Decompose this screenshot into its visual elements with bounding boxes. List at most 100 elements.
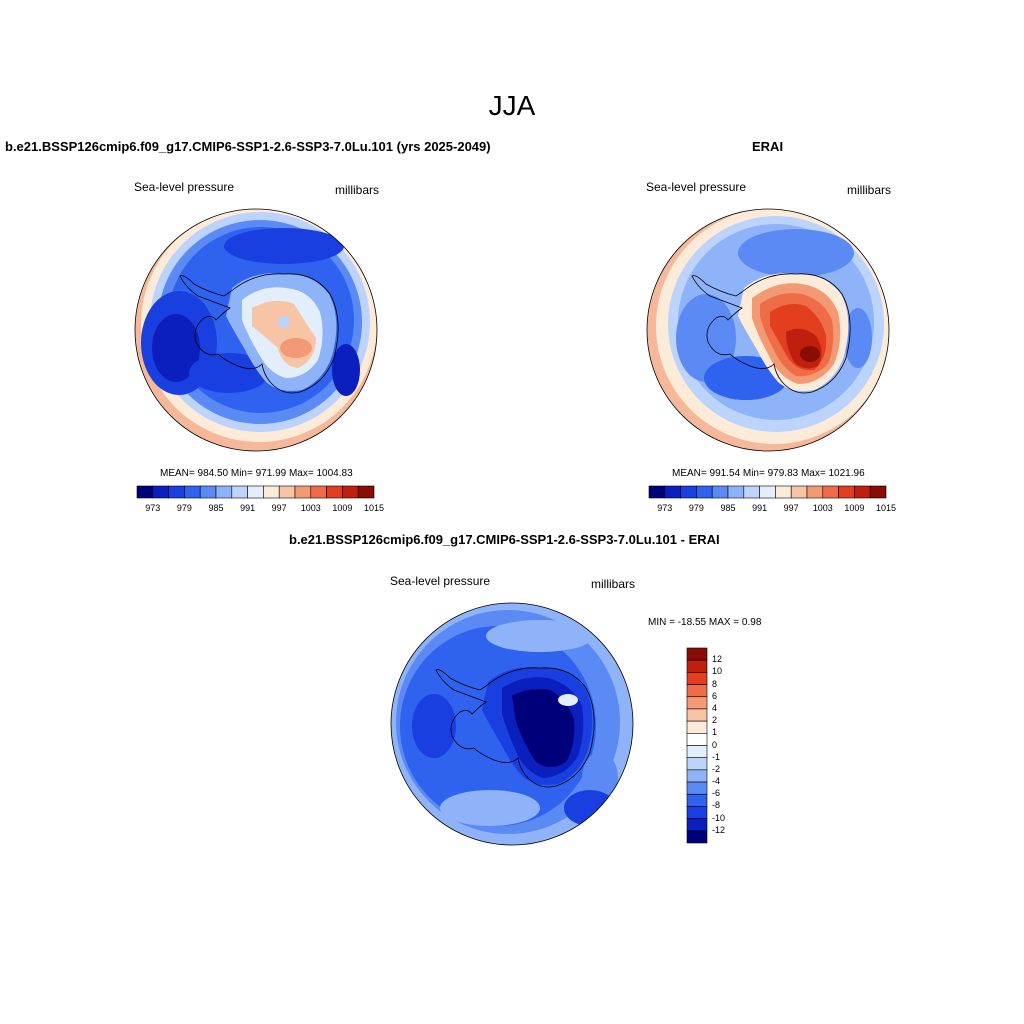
panel3-colorbar-tick-label: 0 bbox=[712, 739, 718, 750]
panel1-coastline bbox=[179, 273, 339, 394]
panel1-title: b.e21.BSSP126cmip6.f09_g17.CMIP6-SSP1-2.… bbox=[5, 139, 491, 154]
panel3-colorbar-tick-label: -2 bbox=[712, 763, 721, 774]
panel3-colorbar-swatch bbox=[686, 830, 708, 844]
panel1-colorbar-swatch bbox=[247, 485, 264, 499]
panel1-colorbar-tick-label: 1015 bbox=[363, 503, 385, 513]
panel1-units-label: millibars bbox=[335, 183, 380, 197]
panel1-stats: MEAN= 984.50 Min= 971.99 Max= 1004.83 bbox=[160, 468, 353, 479]
panel2-colorbar-labels: 973 979 985 991 997 1003 1009 1015 bbox=[649, 503, 896, 515]
panel2-colorbar-tick-label: 991 bbox=[752, 503, 768, 513]
panel3-colorbar-swatch bbox=[686, 647, 708, 661]
panel1-colorbar-swatch bbox=[231, 485, 248, 499]
panel2-colorbar-tick-label: 1003 bbox=[812, 503, 833, 513]
panel1-colorbar-swatch bbox=[357, 485, 375, 499]
panel1-colorbar-tick-label: 979 bbox=[176, 503, 192, 513]
panel2-low-north bbox=[738, 229, 854, 277]
panel2-colorbar-swatch bbox=[822, 485, 839, 499]
panel2-colorbar-swatch bbox=[680, 485, 697, 499]
panel3-colorbar-tick-label: 6 bbox=[712, 690, 718, 701]
panel2-colorbar bbox=[648, 485, 887, 499]
panel1-variable-label: Sea-level pressure bbox=[134, 180, 235, 194]
panel2-colorbar-swatch bbox=[869, 485, 887, 499]
panel2-colorbar-swatch bbox=[854, 485, 871, 499]
panel2-low-west bbox=[676, 294, 736, 382]
panel3-colorbar-swatch bbox=[686, 781, 708, 795]
panel3-colorbar-tick-label: 1 bbox=[712, 727, 718, 738]
panel3-colorbar-swatch bbox=[686, 818, 708, 832]
panel2-colorbar-tick-label: 979 bbox=[688, 503, 704, 513]
panel3-colorbar bbox=[686, 647, 708, 844]
panel1-colorbar-swatch bbox=[215, 485, 233, 499]
panel1-colorbar-tick-label: 1003 bbox=[300, 503, 321, 513]
panel2-colorbar-swatch bbox=[838, 485, 855, 499]
panel2-colorbar-swatch bbox=[806, 485, 824, 499]
panel3-dark-west bbox=[412, 694, 456, 758]
panel2-variable-label: Sea-level pressure bbox=[646, 180, 747, 194]
panel1-colorbar-swatch bbox=[342, 485, 359, 499]
panel1-low-north bbox=[224, 228, 344, 264]
panel2-title: ERAI bbox=[752, 139, 784, 154]
panel3-colorbar-swatch bbox=[686, 708, 708, 722]
panel2-stats: MEAN= 991.54 Min= 979.83 Max= 1021.96 bbox=[672, 468, 865, 479]
panel3-light-south bbox=[440, 790, 540, 826]
panel3-units-label: millibars bbox=[591, 577, 636, 591]
panel3-colorbar-swatch bbox=[686, 806, 708, 819]
panel1-colorbar-swatch bbox=[263, 485, 280, 499]
panel3-colorbar-swatch bbox=[686, 659, 708, 673]
panel3-colorbar-tick-label: 10 bbox=[712, 666, 723, 677]
panel2-colorbar-tick-label: 973 bbox=[657, 503, 673, 513]
panel2-colorbar-swatch bbox=[664, 485, 681, 499]
panel3-variable-label: Sea-level pressure bbox=[390, 574, 491, 588]
panel3-colorbar-tick-label: -8 bbox=[712, 800, 721, 811]
panel1-colorbar-swatch bbox=[136, 485, 154, 499]
panel1-pole-dot bbox=[278, 316, 290, 328]
panel1-map bbox=[134, 208, 378, 452]
panel2-low-east bbox=[844, 308, 872, 368]
panel3-dark-sw bbox=[564, 790, 616, 826]
panel3-colorbar-swatch bbox=[686, 745, 708, 758]
panel1-colorbar-tick-label: 1009 bbox=[332, 503, 353, 513]
panel2-colorbar-swatch bbox=[696, 485, 713, 499]
panel3-colorbar-swatch bbox=[686, 733, 708, 746]
panel3-map bbox=[390, 602, 634, 846]
panel1-colorbar-swatch bbox=[326, 485, 343, 499]
panel1-colorbar-swatch bbox=[152, 485, 169, 499]
panel1-high-peak bbox=[280, 338, 312, 358]
panel1-low-south bbox=[189, 353, 269, 393]
panel2-colorbar-tick-label: 997 bbox=[783, 503, 799, 513]
panel3-colorbar-swatch bbox=[686, 720, 708, 734]
panel1-colorbar-tick-label: 997 bbox=[271, 503, 287, 513]
panel3-stats: MIN = -18.55 MAX = 0.98 bbox=[648, 617, 762, 628]
panel1-colorbar-tick-label: 985 bbox=[208, 503, 224, 513]
panel1-colorbar-swatch bbox=[184, 485, 201, 499]
panel3-colorbar-swatch bbox=[686, 684, 708, 698]
main-title: JJA bbox=[488, 90, 536, 121]
panel3-colorbar-tick-label: -4 bbox=[712, 776, 721, 787]
panel3-colorbar-tick-label: 12 bbox=[712, 654, 723, 665]
panel2-colorbar-swatch bbox=[759, 485, 776, 499]
panel2-units-label: millibars bbox=[847, 183, 892, 197]
panel3-colorbar-swatch bbox=[686, 757, 708, 771]
panel3-colorbar-tick-label: -6 bbox=[712, 788, 721, 799]
panel3-title: b.e21.BSSP126cmip6.f09_g17.CMIP6-SSP1-2.… bbox=[289, 532, 720, 547]
panel3-colorbar-tick-label: -1 bbox=[712, 751, 721, 762]
panel3-light-north bbox=[486, 620, 594, 652]
panel1-colorbar bbox=[136, 485, 375, 499]
panel3-colorbar-tick-label: 4 bbox=[712, 702, 718, 713]
panel3-colorbar-swatch bbox=[686, 769, 708, 783]
panel1-colorbar-swatch bbox=[278, 485, 296, 499]
panel1-colorbar-swatch bbox=[199, 485, 217, 499]
panel1-colorbar-tick-label: 973 bbox=[145, 503, 161, 513]
panel3-colorbar-labels: 12 10 8 6 4 2 1 0 -1 -2 -4 -6 -8 -10 -12 bbox=[712, 648, 752, 843]
panel2-colorbar-tick-label: 985 bbox=[720, 503, 736, 513]
panel2-colorbar-tick-label: 1015 bbox=[875, 503, 897, 513]
panel3-white-spot bbox=[558, 694, 578, 706]
panel2-colorbar-swatch bbox=[743, 485, 760, 499]
panel2-colorbar-tick-label: 1009 bbox=[844, 503, 865, 513]
panel1-colorbar-tick-label: 991 bbox=[240, 503, 256, 513]
panel3-colorbar-tick-label: 2 bbox=[712, 715, 718, 726]
panel1-colorbar-swatch bbox=[310, 485, 327, 499]
panel3-colorbar-swatch bbox=[686, 672, 708, 685]
panel3-colorbar-tick-label: -12 bbox=[712, 824, 726, 835]
panel2-colorbar-swatch bbox=[790, 485, 808, 499]
